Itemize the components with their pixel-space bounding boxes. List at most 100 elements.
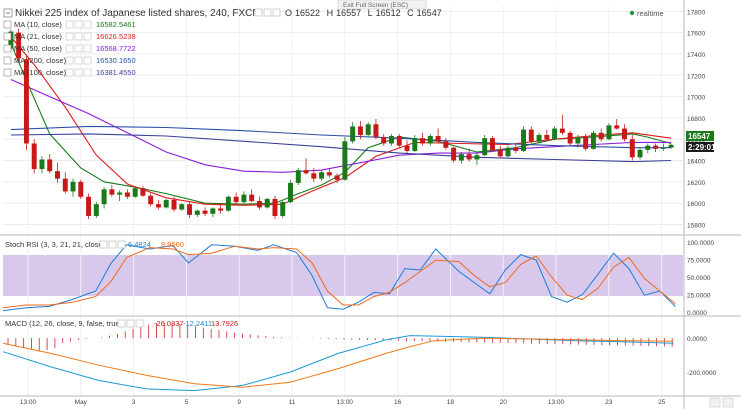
stoch-label: Stoch RSI (3, 3, 21, 21, close) — [5, 240, 106, 249]
price-tick-label: 17600 — [687, 31, 705, 38]
candle-body — [653, 145, 659, 149]
time-axis[interactable]: 13:00 May 3 5 9 11 13:00 16 18 20 13:00 23 25 — [20, 399, 666, 406]
ohlc-low-value: 16512 — [376, 8, 401, 18]
countdown-label: 2:29:01 — [688, 143, 716, 152]
stoch-legend: Stoch RSI (3, 3, 21, 21, close) 6.4824 8… — [5, 240, 184, 249]
exit-fullscreen-button[interactable] — [337, 0, 427, 10]
candle-body — [55, 171, 60, 179]
indicator-tool-icon[interactable] — [65, 20, 74, 29]
candle-body — [311, 173, 317, 179]
indicator-collapse-icon — [3, 32, 12, 41]
ohlc-low-label: L — [368, 8, 373, 18]
candle-body — [412, 138, 418, 151]
stoch-axis[interactable]: 100.0000 75.0000 50.0000 25.0000 0.0000 — [687, 240, 714, 317]
candle-body — [140, 188, 146, 196]
candle-body — [163, 199, 169, 208]
eye-icon[interactable] — [263, 8, 272, 17]
countdown-box — [686, 142, 714, 152]
candle-body — [513, 147, 519, 151]
time-tick-label: 20 — [500, 399, 508, 406]
candle-body — [179, 204, 185, 210]
ohlc-high-label: H — [327, 8, 334, 18]
stoch-settings-icon[interactable] — [99, 240, 108, 249]
price-tick-label: 16800 — [687, 116, 705, 123]
settings-icon[interactable] — [254, 8, 263, 17]
stoch-tick-label: 0.0000 — [687, 310, 707, 317]
macd-settings-icon[interactable] — [117, 319, 126, 328]
candle-body — [62, 178, 68, 192]
indicator-tool-icon[interactable] — [83, 20, 92, 29]
candle-body — [381, 137, 387, 144]
candle-body — [264, 198, 270, 208]
macd-axis[interactable]: 0.0000 -200.0000 — [687, 336, 717, 377]
exit-fullscreen-label: Exit Full Screen (ESC) — [343, 2, 408, 9]
candle-body — [288, 182, 293, 203]
candle-body — [420, 138, 426, 144]
time-tick-label: 13:00 — [548, 399, 565, 406]
ohlc-close-value: 16547 — [417, 8, 442, 18]
candle-body — [132, 188, 138, 197]
candle-body — [295, 170, 301, 183]
indicator-tool-icon[interactable] — [83, 32, 92, 41]
close-icon[interactable] — [272, 8, 281, 17]
candle-body — [528, 129, 534, 142]
price-panel[interactable] — [3, 6, 683, 233]
macd-value-3: 13.7926 — [211, 319, 238, 328]
indicator-value: 16381.4550 — [96, 68, 136, 77]
candle-body — [218, 208, 224, 211]
ohlc-open-value: 16522 — [295, 8, 320, 18]
candle-body — [443, 141, 449, 148]
candle-body — [155, 204, 161, 208]
price-axis[interactable]: 1780017600174001720017000168001660016400… — [687, 9, 705, 229]
indicator-tool-icon[interactable] — [65, 44, 74, 53]
indicator-tool-icon[interactable] — [74, 20, 83, 29]
header-tools — [254, 8, 281, 17]
candle-body — [590, 132, 596, 149]
indicator-value: 16626.5238 — [96, 32, 136, 41]
candle-body — [342, 141, 348, 180]
macd-close-icon[interactable] — [135, 319, 144, 328]
candle-body — [482, 138, 488, 156]
candle-body — [598, 132, 604, 140]
indicator-tool-icon[interactable] — [83, 44, 92, 53]
time-tick-label: 16 — [394, 399, 402, 406]
indicator-tool-icon[interactable] — [74, 68, 83, 77]
indicator-tool-icon[interactable] — [83, 68, 92, 77]
candle-body — [31, 143, 37, 170]
settings-gear-icon[interactable] — [709, 397, 721, 408]
price-tick-label: 16400 — [687, 159, 705, 166]
stoch-d-value: 8.9560 — [161, 240, 184, 249]
indicator-tool-icon[interactable] — [65, 56, 74, 65]
indicator-tool-icon[interactable] — [74, 44, 83, 53]
chart-header: Nikkei 225 index of Japanese listed shar… — [3, 8, 664, 19]
candle-body — [521, 129, 527, 151]
scale-toggle-icon[interactable] — [722, 397, 734, 408]
candle-body — [23, 59, 29, 144]
candle-body — [326, 172, 332, 176]
indicator-tool-icon[interactable] — [65, 32, 74, 41]
macd-signal-line — [2, 337, 674, 388]
indicator-tool-icon[interactable] — [74, 32, 83, 41]
time-tick-label: 3 — [132, 399, 136, 406]
candle-body — [350, 126, 356, 142]
macd-panel[interactable] — [3, 318, 683, 396]
candle-body — [39, 159, 45, 170]
candle-body — [567, 132, 573, 144]
candle-body — [249, 194, 255, 202]
stoch-eye-icon[interactable] — [108, 240, 117, 249]
candle-body — [319, 172, 325, 179]
stoch-close-icon[interactable] — [117, 240, 126, 249]
indicator-collapse-icon — [3, 68, 12, 77]
candle-body — [233, 196, 239, 203]
indicator-collapse-icon — [3, 44, 12, 53]
candle-body — [194, 210, 200, 215]
candle-body — [210, 208, 216, 214]
chart-title: Nikkei 225 index of Japanese listed shar… — [15, 8, 261, 19]
indicator-tool-icon[interactable] — [65, 68, 74, 77]
candle-body — [117, 192, 123, 195]
macd-eye-icon[interactable] — [126, 319, 135, 328]
time-tick-label: 18 — [447, 399, 455, 406]
indicator-tool-icon[interactable] — [74, 56, 83, 65]
indicator-value: 16582.5461 — [96, 20, 136, 29]
indicator-tool-icon[interactable] — [83, 56, 92, 65]
